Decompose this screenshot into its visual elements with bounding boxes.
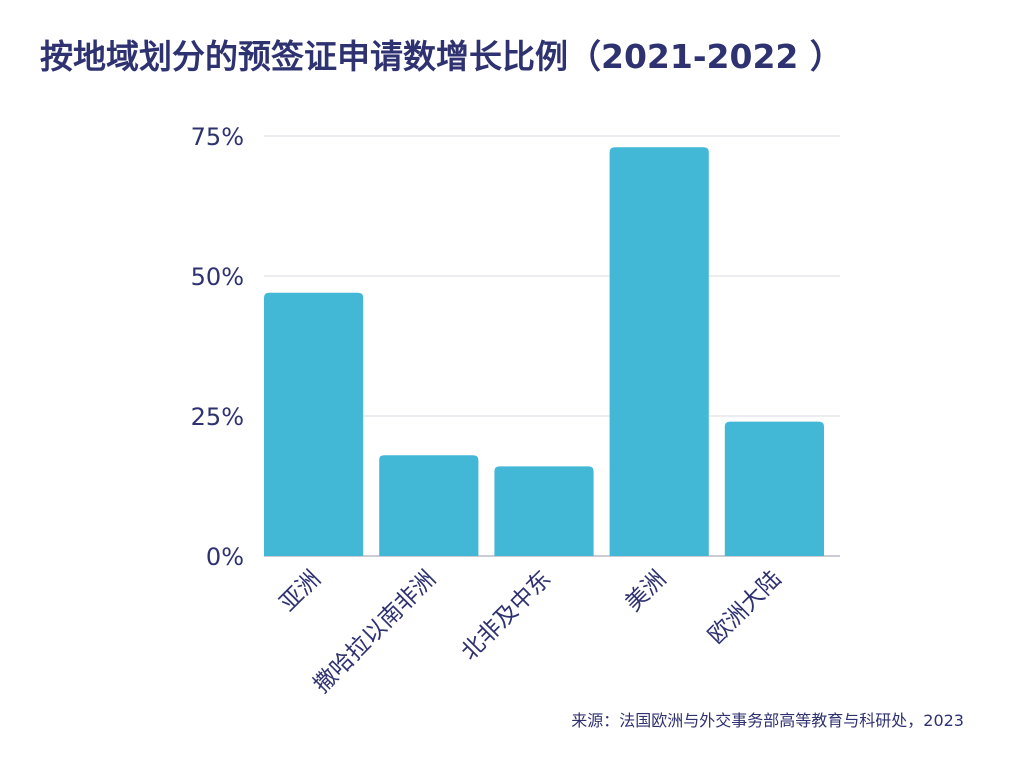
x-tick-label: 欧洲大陆 (703, 566, 786, 649)
bar-1 (264, 292, 364, 556)
y-tick-label: 0% (206, 543, 244, 571)
bars (264, 147, 824, 556)
y-axis-tick-labels: 0% 25% 50% 75% (191, 123, 244, 571)
y-tick-label: 75% (191, 123, 244, 151)
source-note: 来源：法国欧洲与外交事务部高等教育与科研处，2023 (571, 711, 964, 730)
x-tick-label: 撒哈拉以南非洲 (309, 566, 441, 698)
bar-5 (724, 421, 824, 556)
bar-3 (494, 466, 594, 556)
x-tick-label: 亚洲 (275, 566, 326, 617)
bar-2 (379, 455, 479, 556)
y-tick-label: 50% (191, 263, 244, 291)
x-tick-label: 美洲 (621, 566, 672, 617)
x-tick-label: 北非及中东 (457, 566, 557, 666)
bar-4 (609, 147, 709, 556)
y-tick-label: 25% (191, 403, 244, 431)
chart-title: 按地域划分的预签证申请数增长比例（2021-2022 ） (40, 37, 843, 76)
